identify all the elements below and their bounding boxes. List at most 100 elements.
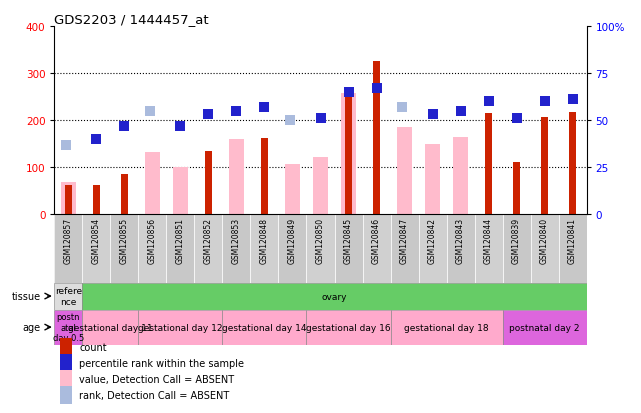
Bar — [121, 175, 128, 215]
Bar — [60, 370, 72, 388]
Text: tissue: tissue — [12, 291, 40, 301]
Text: ovary: ovary — [322, 292, 347, 301]
Point — [145, 108, 155, 115]
Bar — [83, 215, 110, 283]
Text: GSM120853: GSM120853 — [232, 218, 241, 263]
Point — [203, 112, 213, 119]
Bar — [485, 114, 492, 215]
Point — [119, 123, 129, 130]
Bar — [513, 163, 520, 215]
Bar — [335, 215, 363, 283]
Bar — [313, 158, 328, 215]
Bar — [194, 215, 222, 283]
Bar — [167, 215, 194, 283]
Text: gestational day 18: gestational day 18 — [404, 323, 489, 332]
Point — [371, 85, 381, 92]
Bar — [390, 215, 419, 283]
Text: GSM120844: GSM120844 — [484, 218, 493, 263]
Bar — [453, 137, 468, 215]
Text: GSM120840: GSM120840 — [540, 218, 549, 263]
Bar — [60, 339, 72, 356]
Text: GSM120850: GSM120850 — [316, 218, 325, 263]
Point — [483, 99, 494, 105]
Bar — [83, 310, 138, 345]
Point — [567, 97, 578, 103]
Text: GSM120856: GSM120856 — [148, 218, 157, 263]
Bar — [92, 185, 101, 215]
Bar — [503, 310, 587, 345]
Text: postnatal day 2: postnatal day 2 — [509, 323, 579, 332]
Bar — [138, 310, 222, 345]
Point — [397, 104, 407, 111]
Point — [285, 117, 295, 124]
Text: gestational day 12: gestational day 12 — [138, 323, 222, 332]
Text: GSM120848: GSM120848 — [260, 218, 269, 263]
Text: GDS2203 / 1444457_at: GDS2203 / 1444457_at — [54, 13, 209, 26]
Point — [512, 116, 522, 122]
Bar — [261, 138, 269, 215]
Bar — [65, 185, 72, 215]
Text: age: age — [22, 322, 40, 332]
Bar — [222, 215, 251, 283]
Bar — [425, 144, 440, 215]
Bar — [306, 215, 335, 283]
Bar — [531, 215, 558, 283]
Text: refere
nce: refere nce — [55, 287, 82, 306]
Point — [344, 89, 354, 96]
Text: GSM120852: GSM120852 — [204, 218, 213, 263]
Point — [60, 142, 71, 149]
Text: rank, Detection Call = ABSENT: rank, Detection Call = ABSENT — [79, 390, 229, 401]
Bar — [138, 215, 167, 283]
Text: GSM120851: GSM120851 — [176, 218, 185, 263]
Bar — [229, 140, 244, 215]
Text: GSM120842: GSM120842 — [428, 218, 437, 263]
Bar — [503, 215, 531, 283]
Bar — [145, 152, 160, 215]
Point — [92, 136, 102, 143]
Bar — [251, 215, 278, 283]
Bar — [569, 113, 576, 215]
Point — [428, 112, 438, 119]
Bar — [397, 128, 412, 215]
Bar — [61, 183, 76, 215]
Bar — [345, 90, 353, 215]
Point — [260, 104, 270, 111]
Bar — [447, 215, 474, 283]
Point — [315, 116, 326, 122]
Text: value, Detection Call = ABSENT: value, Detection Call = ABSENT — [79, 375, 235, 385]
Bar — [390, 310, 503, 345]
Bar — [363, 215, 390, 283]
Bar — [222, 310, 306, 345]
Bar — [372, 62, 380, 215]
Bar — [285, 164, 300, 215]
Text: gestational day 16: gestational day 16 — [306, 323, 391, 332]
Text: GSM120849: GSM120849 — [288, 218, 297, 263]
Text: GSM120843: GSM120843 — [456, 218, 465, 263]
Bar — [341, 94, 356, 215]
Bar — [54, 215, 83, 283]
Text: GSM120855: GSM120855 — [120, 218, 129, 263]
Text: gestational day 14: gestational day 14 — [222, 323, 307, 332]
Bar — [173, 168, 188, 215]
Bar — [204, 151, 212, 215]
Bar — [419, 215, 447, 283]
Text: GSM120846: GSM120846 — [372, 218, 381, 263]
Bar — [558, 215, 587, 283]
Text: postn
atal
day 0.5: postn atal day 0.5 — [53, 313, 84, 342]
Text: GSM120847: GSM120847 — [400, 218, 409, 263]
Point — [455, 108, 465, 115]
Bar — [54, 310, 83, 345]
Text: GSM120845: GSM120845 — [344, 218, 353, 263]
Text: gestational day 11: gestational day 11 — [68, 323, 153, 332]
Bar — [540, 118, 549, 215]
Bar — [60, 354, 72, 373]
Text: GSM120841: GSM120841 — [568, 218, 577, 263]
Text: GSM120839: GSM120839 — [512, 218, 521, 263]
Bar — [278, 215, 306, 283]
Text: count: count — [79, 342, 107, 352]
Bar — [110, 215, 138, 283]
Text: GSM120854: GSM120854 — [92, 218, 101, 263]
Bar — [306, 310, 390, 345]
Point — [176, 123, 186, 130]
Point — [231, 108, 242, 115]
